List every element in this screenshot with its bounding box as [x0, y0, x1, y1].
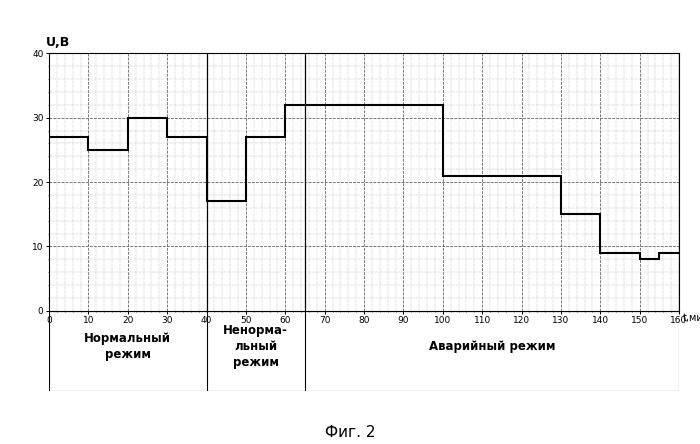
Text: U,B: U,B	[46, 36, 70, 49]
Text: Ненорма-
льный
режим: Ненорма- льный режим	[223, 324, 288, 369]
Text: Нормальный
режим: Нормальный режим	[84, 332, 172, 361]
Text: Аварийный режим: Аварийный режим	[428, 340, 555, 353]
Text: Фиг. 2: Фиг. 2	[325, 424, 375, 440]
Text: t,мин: t,мин	[682, 313, 700, 323]
